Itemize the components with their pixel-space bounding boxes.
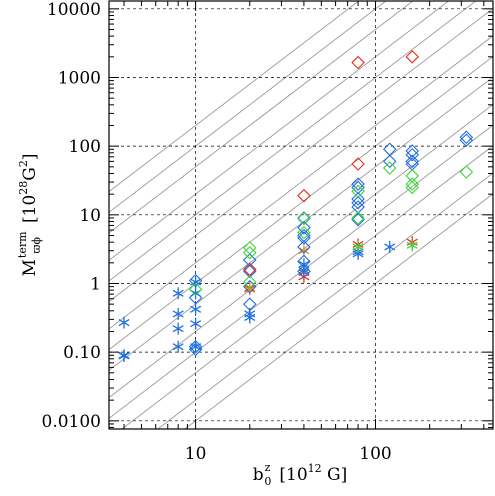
diamond-marker (297, 225, 311, 240)
diamond-marker (188, 290, 203, 305)
diamond-marker (351, 195, 365, 210)
data-markers (118, 50, 474, 362)
y-axis-title: Mtermϖϕ[1028G2] (16, 153, 43, 276)
x-axis-title: bz 0 [1012 G] (253, 461, 348, 488)
asterisk-marker (384, 240, 396, 253)
reference-line (109, 1, 387, 213)
diamond-marker (242, 297, 257, 311)
diamond-marker (382, 161, 397, 175)
diamond-marker (297, 188, 311, 203)
diamond-marker (297, 254, 311, 269)
reference-line (109, 35, 493, 330)
diamond-marker (297, 264, 311, 279)
diamond-marker (351, 192, 365, 206)
diamond-marker (297, 220, 311, 235)
reference-line (109, 8, 493, 302)
asterisk-marker (172, 322, 184, 335)
reference-line (109, 1, 477, 282)
diamond-marker (297, 240, 311, 254)
diamond-marker (405, 50, 419, 64)
diamond-marker (242, 246, 257, 260)
diamond-marker (405, 154, 419, 169)
axis-ticks: 10 100 10000 1000 100 10 1 0.10 0.0100 (42, 0, 493, 464)
diamond-marker (351, 211, 365, 225)
reference-lines (109, 1, 493, 429)
reference-line (109, 76, 493, 371)
y-tick-label: 10 (79, 206, 101, 226)
diamond-marker (297, 231, 311, 245)
diamond-marker (351, 212, 365, 227)
diamond-marker (459, 165, 474, 179)
asterisk-marker (190, 303, 202, 316)
reference-line (109, 1, 360, 192)
y-tick-label: 10000 (47, 0, 101, 20)
diamond-marker (382, 154, 397, 169)
diamond-marker (188, 282, 203, 297)
diamond-marker (242, 275, 257, 289)
diamond-marker (459, 133, 474, 148)
diamond-marker (351, 55, 365, 70)
diamond-marker (405, 144, 419, 158)
y-axis-title-group: Mtermϖϕ[1028G2] (16, 153, 43, 276)
reference-line (157, 172, 493, 429)
reference-line (184, 193, 493, 429)
diamond-marker (242, 241, 257, 255)
diamond-marker (405, 177, 419, 191)
diamond-marker (351, 157, 365, 171)
diamond-marker (459, 130, 474, 144)
asterisk-marker (190, 317, 202, 330)
diamond-marker (242, 264, 257, 279)
reference-line (109, 104, 493, 398)
y-tick-label: 0.10 (63, 343, 101, 363)
asterisk-marker (172, 340, 184, 353)
reference-line (109, 56, 493, 350)
asterisk-marker (118, 316, 130, 329)
x-tick-label: 10 (185, 444, 207, 464)
asterisk-marker (172, 307, 184, 320)
diamond-marker (188, 342, 203, 357)
diamond-marker (405, 147, 419, 162)
diamond-marker (351, 184, 365, 199)
diamond-marker (405, 180, 419, 195)
asterisk-marker (244, 311, 256, 324)
diamond-marker (351, 177, 365, 191)
y-tick-label: 1000 (58, 68, 101, 88)
diamond-marker (188, 339, 203, 354)
asterisk-marker (352, 240, 364, 253)
asterisk-marker (118, 349, 130, 362)
x-tick-label: 100 (359, 444, 391, 464)
asterisk-marker (406, 239, 418, 252)
gridlines (109, 1, 493, 429)
y-tick-label: 1 (90, 274, 101, 294)
y-tick-label: 100 (69, 137, 101, 157)
reference-line (121, 145, 493, 429)
diamond-marker (297, 211, 311, 226)
asterisk-marker (172, 287, 184, 300)
reference-line (109, 1, 414, 234)
reference-line (109, 1, 450, 261)
diamond-marker (188, 273, 203, 288)
y-tick-label: 0.0100 (42, 412, 101, 432)
